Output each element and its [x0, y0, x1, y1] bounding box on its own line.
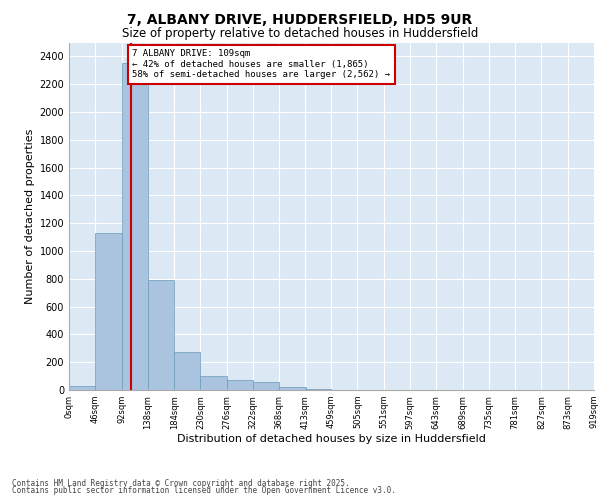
Bar: [148, 280, 174, 390]
Bar: [122, 64, 148, 390]
X-axis label: Distribution of detached houses by size in Huddersfield: Distribution of detached houses by size …: [177, 434, 486, 444]
Bar: [253, 382, 279, 390]
Y-axis label: Number of detached properties: Number of detached properties: [25, 128, 35, 304]
Bar: [227, 380, 253, 390]
Bar: [174, 352, 200, 390]
Text: Contains public sector information licensed under the Open Government Licence v3: Contains public sector information licen…: [12, 486, 396, 495]
Text: Contains HM Land Registry data © Crown copyright and database right 2025.: Contains HM Land Registry data © Crown c…: [12, 478, 350, 488]
Bar: [279, 386, 305, 390]
Bar: [69, 386, 95, 390]
Text: 7, ALBANY DRIVE, HUDDERSFIELD, HD5 9UR: 7, ALBANY DRIVE, HUDDERSFIELD, HD5 9UR: [127, 12, 473, 26]
Bar: [200, 376, 227, 390]
Bar: [305, 388, 331, 390]
Text: 7 ALBANY DRIVE: 109sqm
← 42% of detached houses are smaller (1,865)
58% of semi-: 7 ALBANY DRIVE: 109sqm ← 42% of detached…: [133, 50, 391, 80]
Text: Size of property relative to detached houses in Huddersfield: Size of property relative to detached ho…: [122, 28, 478, 40]
Bar: [95, 233, 122, 390]
